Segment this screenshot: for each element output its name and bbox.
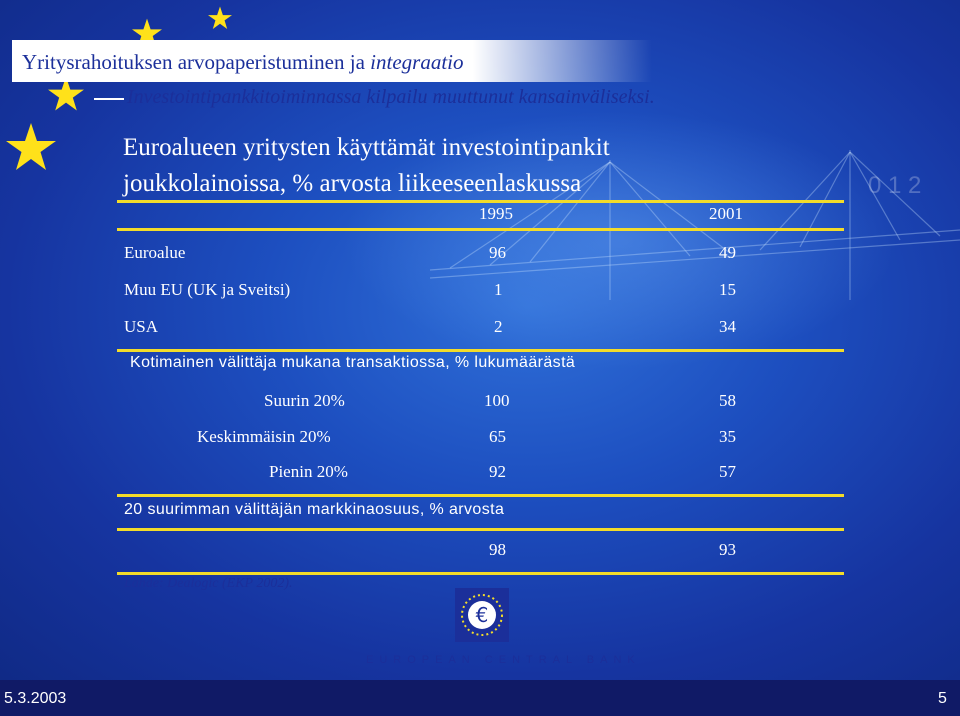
star-icon [208, 6, 232, 30]
divider-line [117, 572, 844, 575]
footer-bar [0, 680, 960, 716]
star-icon [132, 18, 162, 47]
slide: 0 1 2 Yritysrahoituksen arvopaperistumin… [0, 0, 960, 680]
row-value-1995: 65 [489, 427, 506, 446]
divider-line [117, 228, 844, 231]
section-title-domestic-broker: Kotimainen välittäja mukana transaktioss… [130, 354, 576, 371]
row-value-2001: 34 [719, 317, 736, 336]
slide-title-main: Yritysrahoituksen arvopaperistuminen ja [22, 50, 371, 74]
row-value-1995: 2 [494, 317, 503, 336]
star-icon [6, 123, 56, 170]
ecb-logo-icon: € [455, 588, 509, 642]
svg-text:€: € [476, 603, 489, 627]
row-value-2001: 58 [719, 391, 736, 410]
year-header-2001: 2001 [709, 204, 743, 223]
row-label-euroalue: Euroalue [124, 243, 186, 262]
section-title-market-share: 20 suurimman välittäjän markkinaosuus, %… [124, 501, 505, 518]
row-label-muu-eu: Muu EU (UK ja Sveitsi) [124, 280, 291, 299]
row-label-suurin: Suurin 20% [264, 391, 345, 410]
row-value-1995: 100 [484, 391, 510, 410]
row-value-2001: 93 [719, 540, 736, 559]
row-label-usa: USA [124, 317, 159, 336]
row-value-2001: 35 [719, 427, 736, 446]
table-title-line-2: joukkolainoissa, % arvosta liikeeseenlas… [123, 170, 582, 197]
slide-subtitle: Investointipankkitoiminnassa kilpailu mu… [127, 86, 655, 108]
row-label-keskimmaisin: Keskimmäisin 20% [197, 427, 331, 446]
row-value-1995: 92 [489, 462, 506, 481]
star-icon [48, 76, 84, 111]
slide-title: Yritysrahoituksen arvopaperistuminen ja … [22, 50, 464, 75]
table-title: Euroalueen yritysten käyttämät investoin… [123, 130, 610, 202]
divider-line [117, 349, 844, 352]
page-number: 5 [938, 690, 947, 707]
row-value-2001: 57 [719, 462, 736, 481]
row-value-2001: 15 [719, 280, 736, 299]
table-title-line-1: Euroalueen yritysten käyttämät investoin… [123, 134, 610, 161]
row-value-1995: 98 [489, 540, 506, 559]
row-label-pienin: Pienin 20% [269, 462, 348, 481]
row-value-1995: 1 [494, 280, 503, 299]
subtitle-dash [94, 98, 124, 100]
footer-date: 5.3.2003 [4, 690, 67, 707]
row-value-1995: 96 [489, 243, 506, 262]
divider-line [117, 200, 844, 203]
divider-line [117, 494, 844, 497]
divider-line [117, 528, 844, 531]
decorative-digits: 0 1 2 [868, 172, 922, 199]
title-band [12, 40, 652, 82]
year-header-1995: 1995 [479, 204, 513, 223]
ecb-wordmark: EUROPEAN CENTRAL BANK [366, 654, 641, 666]
source-note: Lähde: Dealogic (EKP 2002). [124, 576, 293, 591]
slide-title-italic: integraatio [370, 50, 464, 74]
row-value-2001: 49 [719, 243, 736, 262]
background-glow [340, 110, 900, 370]
